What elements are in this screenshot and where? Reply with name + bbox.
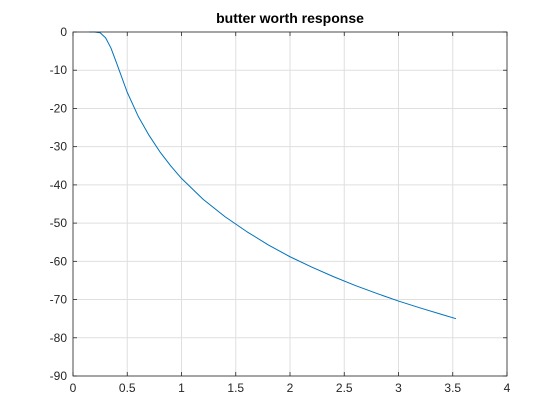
x-tick-label: 2: [287, 381, 294, 395]
y-tick-label: -20: [50, 101, 68, 115]
y-tick-label: -60: [50, 254, 68, 268]
x-tick-label: 4: [504, 381, 511, 395]
x-tick-label: 0.5: [119, 381, 136, 395]
y-tick-label: 0: [60, 25, 67, 39]
series-line: [89, 31, 457, 320]
y-tick-label: -30: [50, 140, 68, 154]
y-tick-label: -90: [50, 369, 68, 383]
x-tick-label: 3.5: [444, 381, 461, 395]
x-tick-labels: 0 0.5 1 1.5 2 2.5 3 3.5 4: [70, 381, 511, 395]
tick-marks: [72, 31, 508, 377]
x-tick-label: 1.5: [227, 381, 244, 395]
y-tick-label: -70: [50, 293, 68, 307]
x-tick-label: 2.5: [336, 381, 353, 395]
x-tick-label: 1: [178, 381, 185, 395]
x-tick-label: 0: [70, 381, 77, 395]
y-tick-label: -50: [50, 216, 68, 230]
y-tick-label: -80: [50, 331, 68, 345]
x-tick-label: 3: [395, 381, 402, 395]
chart-title: butter worth response: [216, 10, 364, 26]
y-tick-label: -40: [50, 178, 68, 192]
y-tick-labels: 0 -10 -20 -30 -40 -50 -60 -70 -80 -90: [50, 25, 68, 383]
y-tick-label: -10: [50, 63, 68, 77]
series-layer: [89, 31, 457, 320]
